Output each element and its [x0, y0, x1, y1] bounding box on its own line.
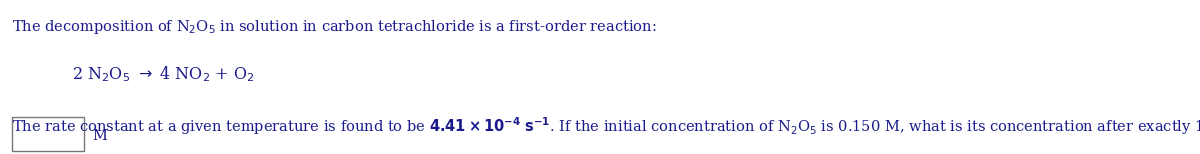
Text: 2 N$_2$O$_5$ $\rightarrow$ 4 NO$_2$ + O$_2$: 2 N$_2$O$_5$ $\rightarrow$ 4 NO$_2$ + O$…	[72, 65, 254, 84]
Text: The rate constant at a given temperature is found to be $\mathbf{4.41 \times 10^: The rate constant at a given temperature…	[12, 116, 1200, 137]
Text: The decomposition of N$_2$O$_5$ in solution in carbon tetrachloride is a first-o: The decomposition of N$_2$O$_5$ in solut…	[12, 18, 656, 36]
Text: M: M	[92, 129, 107, 143]
